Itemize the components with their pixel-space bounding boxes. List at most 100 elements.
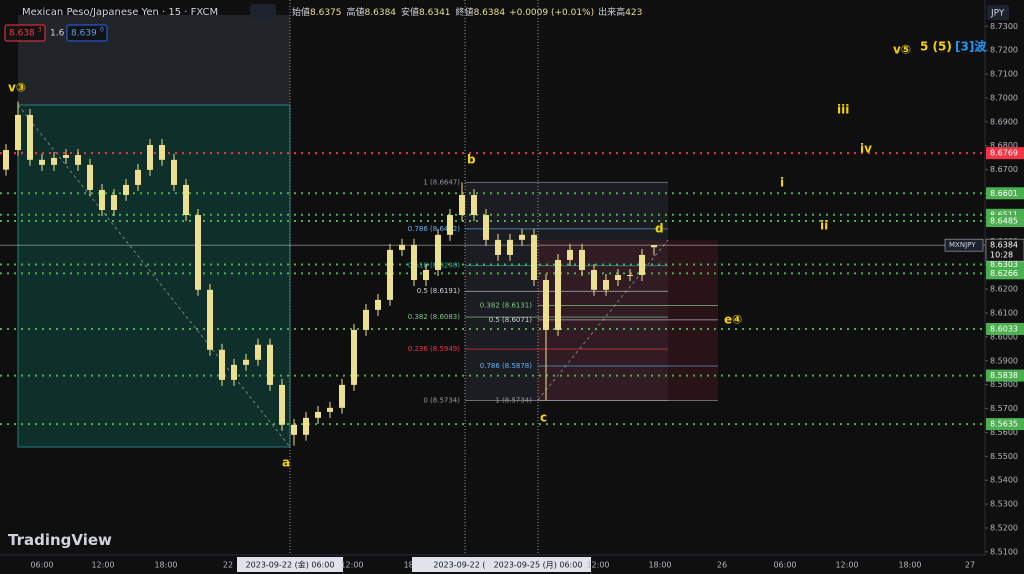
level-label: 8.5635 — [990, 420, 1018, 429]
wave-label: e④ — [724, 313, 742, 327]
y-tick-label: 8.5800 — [990, 380, 1018, 389]
candle-body — [387, 249, 393, 300]
candle-body — [195, 215, 201, 290]
y-tick-label: 8.5400 — [990, 476, 1018, 485]
candle-body — [363, 309, 369, 330]
sell-price: 8.638 — [9, 29, 35, 39]
candle-body — [159, 145, 165, 160]
fib-label: 0.382 (8.6131) — [480, 302, 532, 310]
y-tick-label: 8.6000 — [990, 332, 1018, 341]
candle-body — [219, 349, 225, 380]
x-tick-label: 12:00 — [586, 561, 609, 570]
candle-body — [327, 407, 333, 412]
trend-line — [17, 104, 291, 448]
stat-value: 8.6384 — [474, 8, 506, 18]
x-tick-label: 12:00 — [340, 561, 363, 570]
candle-body — [639, 254, 645, 275]
candle-body — [627, 274, 633, 276]
level-label: 8.6601 — [990, 189, 1018, 198]
candle-body — [27, 114, 33, 160]
wave-label: 5 (5) — [920, 40, 952, 54]
y-tick-label: 8.5600 — [990, 428, 1018, 437]
candle-body — [87, 164, 93, 190]
y-tick-label: 8.5200 — [990, 524, 1018, 533]
x-tick-label: 2023-09-25 (月) 06:00 — [494, 561, 583, 570]
level-label: 8.6033 — [990, 324, 1018, 333]
x-tick-label: 12:00 — [835, 561, 858, 570]
sell-button[interactable] — [4, 24, 46, 42]
logo-text: TradingView — [8, 531, 112, 549]
fib-label: 0.382 (8.6083) — [408, 313, 460, 321]
wave-label: b — [467, 153, 476, 167]
candle-body — [411, 244, 417, 281]
price-badge — [985, 238, 1024, 262]
y-tick-label: 8.6700 — [990, 165, 1018, 174]
level-label: 8.6769 — [990, 149, 1018, 158]
x-tick-label: 2023-09-22 (金) — [433, 560, 496, 570]
spread: 1.6 — [50, 29, 65, 39]
x-tick-label: 18: — [404, 561, 417, 570]
currency-button[interactable] — [987, 5, 1009, 20]
y-tick-label: 8.6100 — [990, 308, 1018, 317]
wave-label: iii — [837, 103, 849, 117]
fib-label: 0.5 (8.6071) — [489, 316, 533, 324]
x-tick-label: 06:00 — [773, 561, 796, 570]
level-badge — [986, 418, 1024, 431]
candle-body — [111, 194, 117, 211]
candle-body — [267, 344, 273, 385]
zone-box — [18, 15, 290, 105]
candle-body — [423, 269, 429, 281]
candle-body — [591, 269, 597, 290]
candle-body — [51, 157, 57, 165]
price-axis — [985, 0, 1024, 574]
candle-body — [615, 274, 621, 281]
candle-body — [495, 239, 501, 255]
symbol-badge — [944, 238, 984, 252]
candle-body — [519, 234, 525, 240]
candle-body — [579, 249, 585, 270]
fib-label: 0.5 (8.6191) — [417, 287, 461, 295]
candle-body — [171, 159, 177, 185]
x-tick-label: 18:00 — [154, 561, 177, 570]
x-tick-label: 22 — [223, 561, 233, 570]
wave-label: i — [780, 176, 784, 190]
candle-body — [207, 289, 213, 350]
level-label: 8.5838 — [990, 371, 1018, 380]
candle-body — [279, 384, 285, 425]
fib-label: 0.786 (8.5878) — [480, 362, 532, 370]
stat-value: 8.6384 — [365, 8, 397, 18]
buy-button[interactable] — [66, 24, 108, 42]
candle-body — [435, 234, 441, 270]
symbol-title: Mexican Peso/Japanese Yen · 15 · FXCM — [22, 7, 218, 18]
candle-body — [339, 384, 345, 408]
buy-price: 8.639 — [71, 29, 97, 39]
status-pill — [250, 4, 276, 19]
level-badge — [986, 322, 1024, 335]
countdown: 10:28 — [990, 251, 1013, 260]
wave-label: c — [540, 411, 547, 425]
stat-label: 安値 — [401, 6, 419, 18]
candle-body — [315, 411, 321, 418]
level-badge — [986, 147, 1024, 160]
volume: 423 — [625, 8, 642, 18]
fib-label: 1 (8.6647) — [423, 178, 460, 186]
price-label: 8.6384 — [990, 241, 1018, 250]
candle-body — [231, 364, 237, 380]
y-tick-label: 8.6900 — [990, 117, 1018, 126]
candle-body — [63, 155, 69, 158]
wave-label: v③ — [8, 81, 26, 95]
crosshair-label-bg — [485, 557, 591, 572]
y-tick-label: 8.7200 — [990, 46, 1018, 55]
level-badge — [986, 214, 1024, 227]
buy-sup: 0 — [100, 27, 104, 34]
fib-label: 0.618 (8.6298) — [408, 262, 460, 270]
level-label: 8.6485 — [990, 216, 1018, 225]
x-tick-label: 2023-09-22 (金) 06:00 — [246, 560, 335, 570]
candle-body — [183, 184, 189, 216]
sell-sup: 3 — [38, 27, 42, 34]
candle-body — [3, 150, 9, 170]
candle-body — [291, 424, 297, 435]
currency: JPY — [990, 9, 1005, 19]
candle-body — [147, 145, 153, 170]
x-tick-label: 18:00 — [648, 561, 671, 570]
